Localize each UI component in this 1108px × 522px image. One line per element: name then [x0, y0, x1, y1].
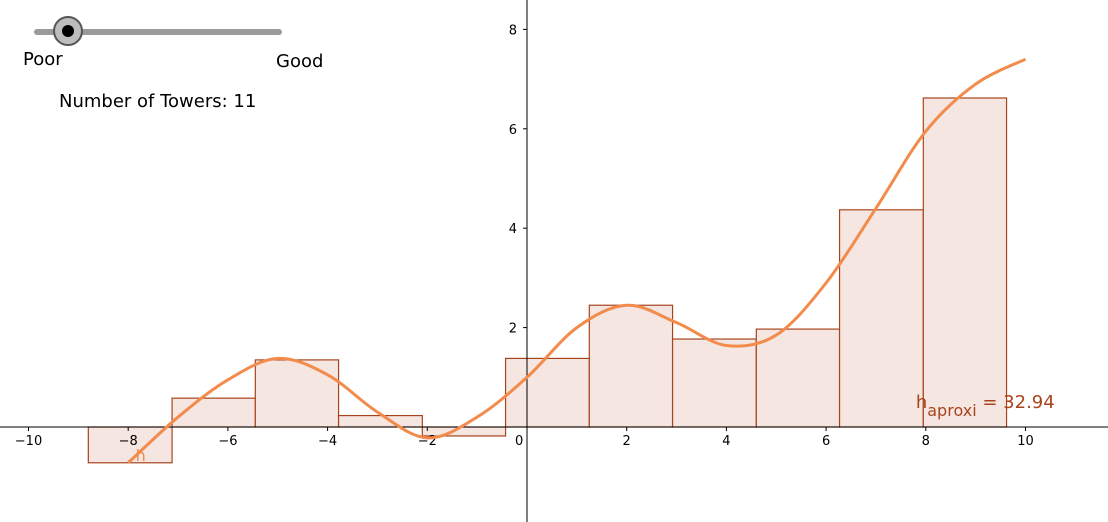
y-tick-label: 2 — [509, 322, 517, 337]
number-of-towers-label: Number of Towers: 11 — [59, 91, 257, 112]
y-tick-label: 6 — [509, 123, 517, 138]
x-tick-label: 6 — [822, 434, 830, 449]
approx-base: h — [916, 392, 927, 413]
slider-max-label: Good — [276, 51, 324, 72]
x-tick-label: −10 — [15, 434, 42, 449]
tower-bar-8 — [671, 338, 757, 428]
x-tick-label: 0 — [515, 434, 523, 449]
approx-value: = 32.94 — [977, 392, 1055, 413]
slider-handle-dot — [62, 25, 75, 37]
tower-bar-7 — [588, 304, 674, 428]
x-tick-label: 2 — [623, 434, 631, 449]
function-curve-h[interactable] — [127, 57, 1027, 464]
x-tick-label: −4 — [318, 434, 337, 449]
tower-bar-3 — [254, 359, 340, 428]
y-tick-label: 4 — [509, 222, 517, 237]
tower-bar-9 — [755, 328, 841, 428]
slider-handle[interactable] — [53, 16, 84, 46]
y-tick-label: 8 — [509, 23, 517, 38]
slider-min-label: Poor — [23, 49, 63, 70]
x-tick-label: 4 — [722, 434, 730, 449]
tower-bar-10 — [838, 209, 924, 428]
x-tick-label: −6 — [218, 434, 237, 449]
x-tick-label: 8 — [922, 434, 930, 449]
tower-bar-4 — [337, 414, 423, 428]
approximation-value-label: haproxi = 32.94 — [916, 392, 1055, 420]
slider-track[interactable] — [34, 29, 282, 35]
tower-bar-11 — [922, 97, 1008, 428]
approx-subscript: aproxi — [927, 401, 976, 420]
bars-layer — [87, 97, 1008, 464]
x-tick-label: 10 — [1017, 434, 1034, 449]
x-tick-label: −8 — [119, 434, 138, 449]
tower-bar-6 — [504, 357, 590, 428]
curve-label-h: h — [136, 446, 146, 465]
tower-bar-2 — [171, 397, 256, 428]
